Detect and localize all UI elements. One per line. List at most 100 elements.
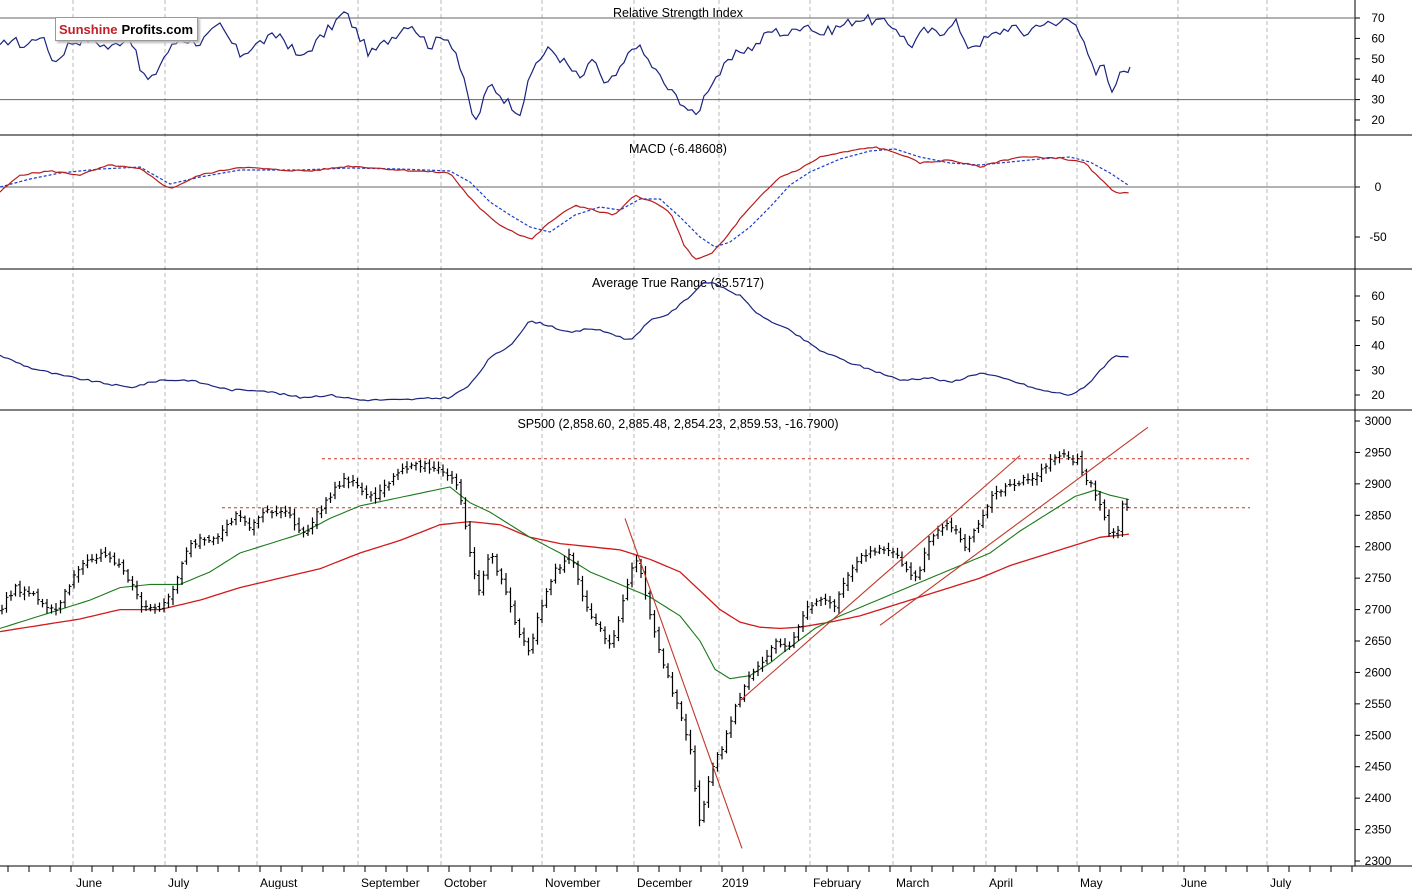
- price-bar: [958, 527, 963, 543]
- price-bar: [477, 570, 481, 596]
- price-bar: [607, 634, 612, 649]
- price-bar: [481, 570, 486, 596]
- price-bar: [216, 533, 220, 545]
- y-tick-label-3-7: 2650: [1365, 634, 1392, 648]
- price-bar: [4, 592, 9, 613]
- price-bar: [1093, 480, 1098, 501]
- price-bar: [742, 684, 747, 702]
- y-tick-label-0-0: 70: [1371, 11, 1385, 25]
- x-tick-label-3: September: [361, 876, 420, 889]
- price-bar: [540, 599, 544, 623]
- price-bar: [1053, 454, 1057, 466]
- price-bar: [423, 460, 427, 473]
- price-bar: [1044, 463, 1048, 474]
- price-bar: [589, 603, 594, 620]
- y-tick-label-1-0: 0: [1375, 180, 1382, 194]
- y-tick-label-0-5: 20: [1371, 113, 1385, 127]
- price-bar: [778, 638, 783, 648]
- price-bar: [414, 461, 418, 471]
- price-bar: [103, 547, 108, 558]
- price-bar: [702, 800, 706, 823]
- brand-part2: Profits.com: [119, 21, 198, 37]
- price-bar: [855, 556, 859, 573]
- price-bar: [990, 491, 994, 513]
- y-tick-label-2-3: 30: [1371, 363, 1385, 377]
- price-bar: [207, 535, 211, 543]
- price-bar: [1111, 528, 1116, 539]
- price-bar: [301, 526, 306, 538]
- price-bar: [9, 590, 13, 601]
- x-tick-label-2: August: [260, 876, 298, 889]
- atr-line: [0, 281, 1129, 402]
- price-bar: [166, 593, 171, 608]
- price-bar: [612, 630, 616, 648]
- y-tick-label-0-1: 60: [1371, 31, 1385, 45]
- price-bar: [994, 485, 999, 500]
- price-bar: [90, 554, 94, 563]
- price-bar: [427, 459, 432, 474]
- price-bar: [819, 596, 823, 607]
- price-bar: [715, 752, 720, 772]
- price-bar: [400, 463, 405, 475]
- x-tick-label-8: February: [813, 876, 861, 889]
- price-bar: [432, 461, 436, 472]
- price-bar: [765, 649, 769, 665]
- price-bar: [391, 473, 396, 486]
- macd-line: [0, 146, 1129, 260]
- price-bar: [535, 612, 540, 645]
- price-bar: [720, 746, 724, 760]
- y-tick-label-3-3: 2850: [1365, 508, 1392, 522]
- price-bar: [787, 641, 792, 650]
- price-bar: [49, 604, 54, 614]
- price-bar: [1102, 499, 1107, 521]
- price-bars: [0, 449, 1129, 827]
- price-bar: [252, 519, 256, 536]
- price-bar: [774, 638, 778, 654]
- price-bar: [877, 544, 882, 555]
- y-tick-label-3-4: 2800: [1365, 540, 1392, 554]
- y-tick-label-2-2: 40: [1371, 339, 1385, 353]
- price-bar: [670, 672, 675, 697]
- sunshine-profits-logo: Sunshine Profits.com: [55, 17, 199, 41]
- price-bar: [274, 505, 279, 517]
- price-bar: [792, 632, 796, 649]
- price-bar: [490, 552, 495, 564]
- price-bar: [693, 745, 697, 792]
- price-bar: [513, 600, 517, 626]
- price-bar: [18, 580, 22, 598]
- price-bar: [324, 497, 328, 515]
- price-bar: [148, 604, 153, 612]
- price-bar: [859, 552, 864, 564]
- price-bar: [81, 559, 85, 575]
- price-bar: [36, 588, 40, 605]
- price-bar: [585, 590, 589, 612]
- price-bar: [175, 575, 180, 594]
- price-bar: [85, 554, 90, 569]
- price-bar: [112, 552, 117, 566]
- price-bar: [405, 461, 409, 474]
- price-bar: [247, 517, 252, 531]
- price-bar: [801, 611, 805, 632]
- price-bar: [256, 515, 261, 529]
- price-bar: [153, 603, 157, 614]
- price-bar: [729, 716, 733, 738]
- price-bar: [954, 524, 958, 535]
- x-tick-label-6: December: [637, 876, 692, 889]
- price-bar: [346, 476, 351, 489]
- price-bar: [121, 559, 126, 575]
- price-bar: [54, 603, 58, 616]
- price-bar: [157, 602, 162, 612]
- price-bar: [1062, 449, 1066, 458]
- price-bar: [522, 627, 526, 646]
- price-bar: [337, 481, 342, 489]
- price-bar: [67, 584, 72, 596]
- price-bar: [1021, 474, 1026, 486]
- price-bar: [1030, 472, 1035, 486]
- price-bar: [315, 507, 319, 530]
- trendline-0: [624, 518, 743, 849]
- price-bar: [499, 568, 504, 585]
- macd-signal-line: [0, 148, 1129, 248]
- price-bar: [13, 583, 18, 597]
- price-bar: [976, 519, 981, 533]
- price-bar: [310, 517, 315, 535]
